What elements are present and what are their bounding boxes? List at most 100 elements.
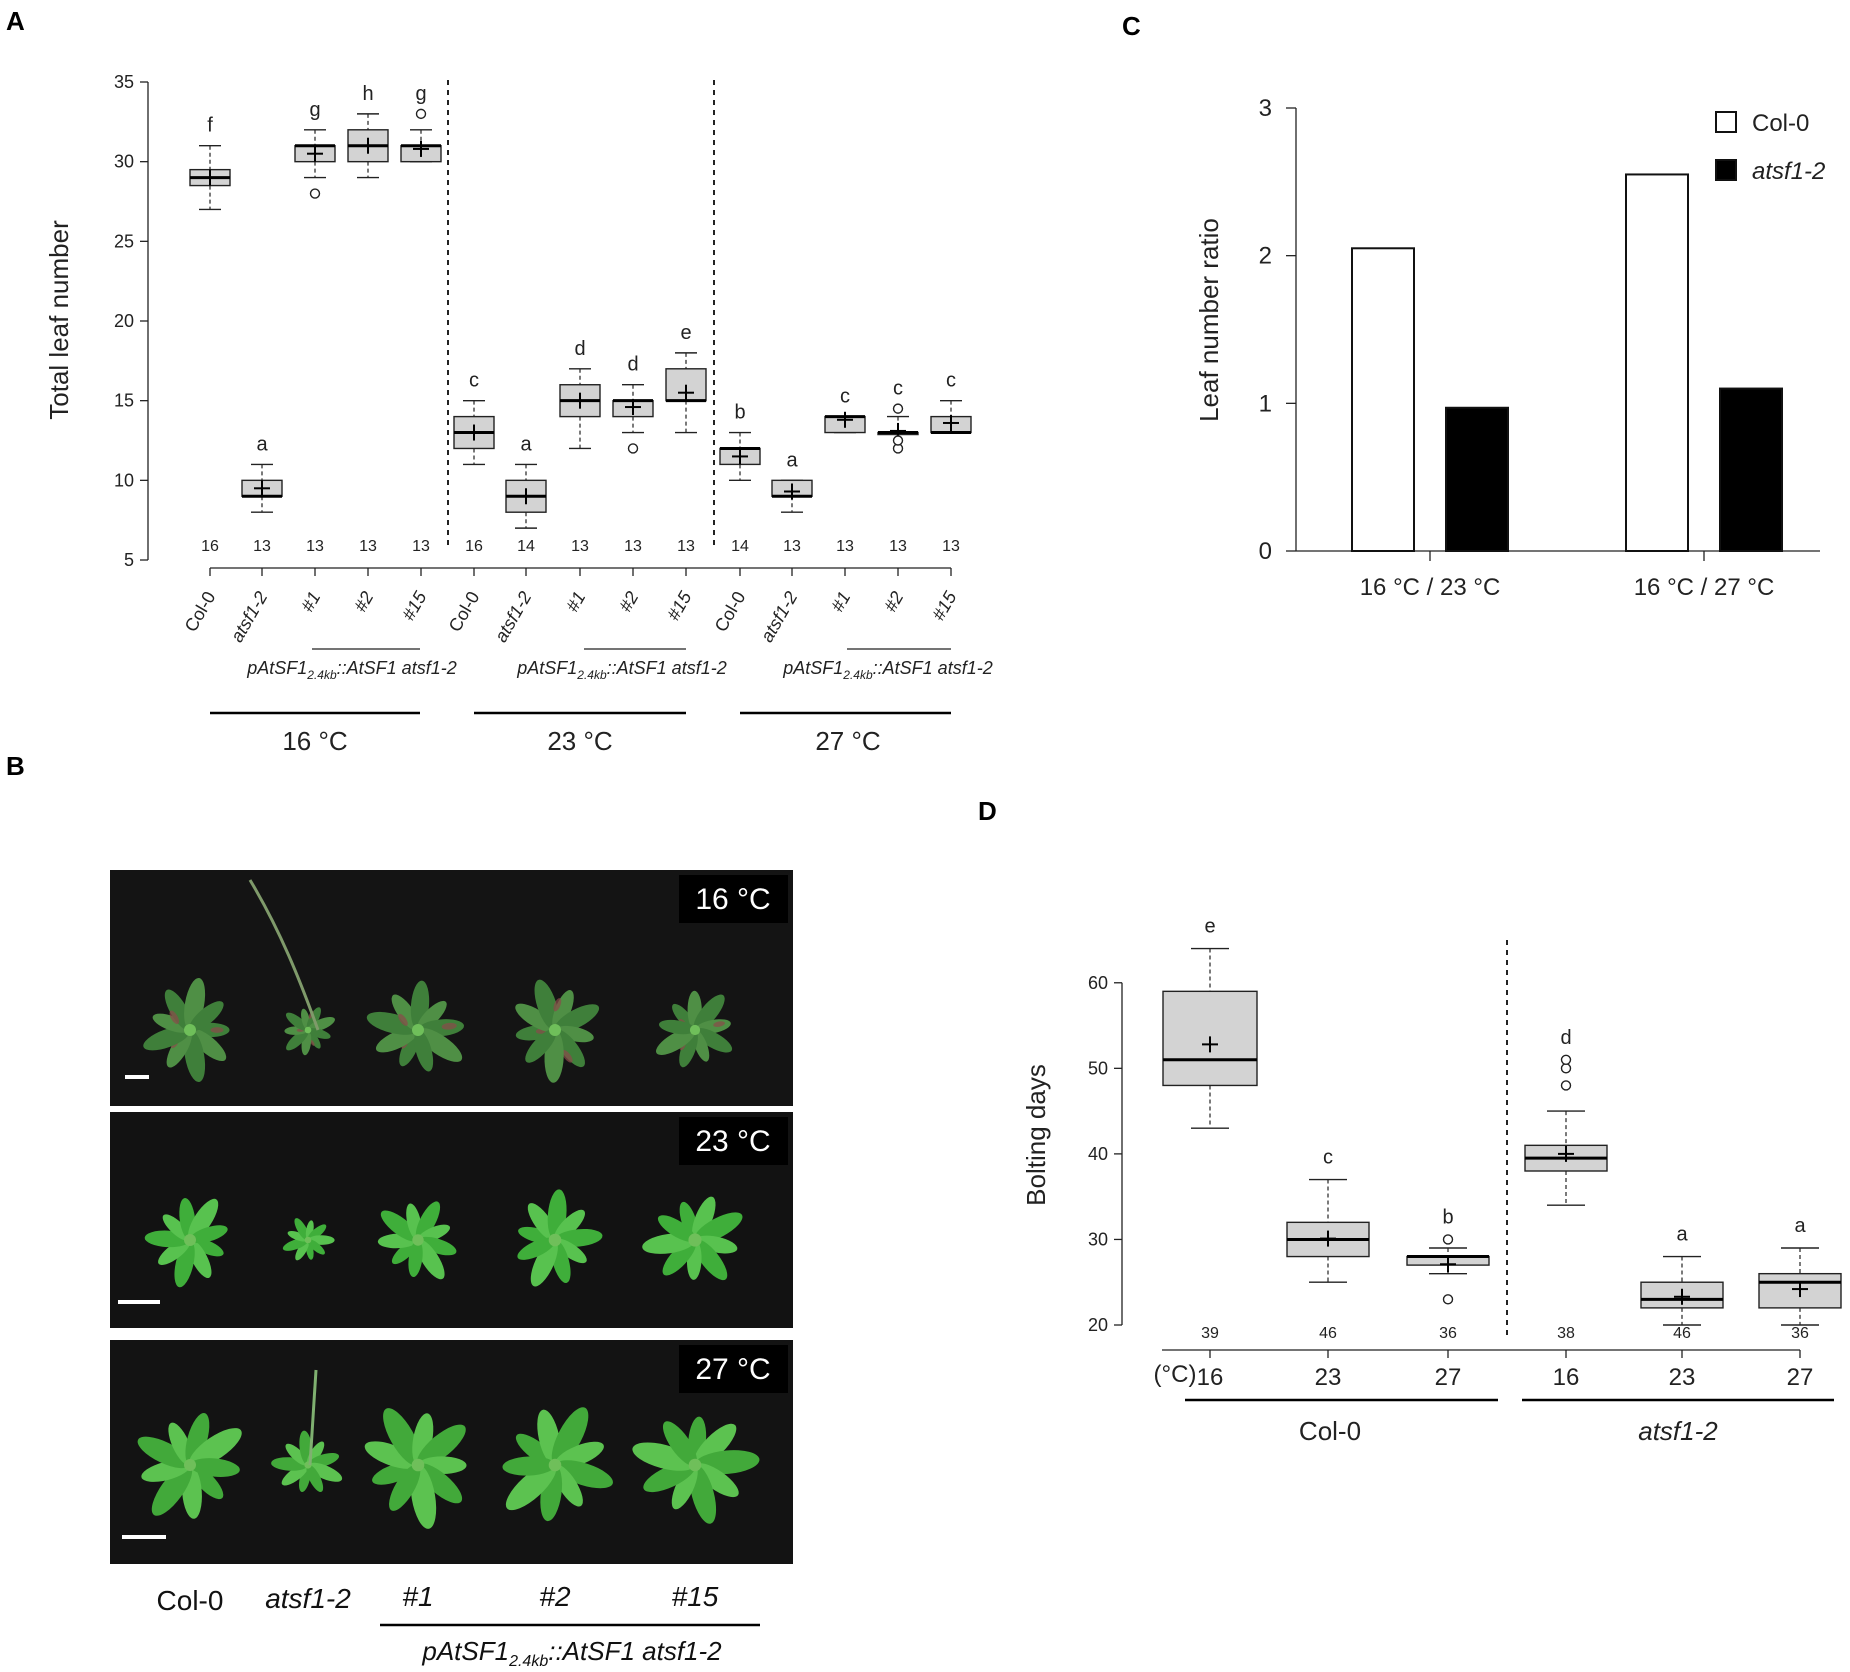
a-x-tick-label: #1: [562, 588, 589, 615]
d-n-label: 46: [1319, 1325, 1337, 1342]
photo-label-atsf1-2: atsf1-2: [265, 1583, 351, 1614]
panel-letter-c: C: [1122, 11, 1141, 41]
a-sig-letter: f: [207, 115, 213, 137]
a-n-label: 14: [517, 538, 535, 555]
plant-rosettes: [137, 879, 760, 1529]
rosette-leaf-tint: [441, 1022, 457, 1030]
a-x-tick-label: atsf1-2: [491, 588, 536, 646]
a-x-tick-label: #1: [297, 588, 324, 615]
rosette-leaf: [694, 1212, 743, 1243]
a-box-2-outlier-0: [309, 188, 321, 199]
rosette-leaf-tint: [553, 998, 562, 1012]
rosette-leaf: [416, 1239, 445, 1280]
rosette-leaf: [693, 994, 725, 1031]
rosette-leaf: [166, 1029, 192, 1068]
a-n-label: 13: [571, 538, 589, 555]
c-y-tick-label: 0: [1259, 538, 1272, 565]
a-sig-letter: e: [680, 322, 691, 344]
c-bar-atsf1-2-0: [1445, 406, 1509, 552]
a-y-axis-title: Total leaf number: [44, 220, 74, 420]
panel-letter-b: B: [6, 751, 25, 781]
d-group-label: atsf1-2: [1638, 1416, 1718, 1446]
d-n-label: 36: [1791, 1325, 1809, 1342]
a-x-tick-label: Col-0: [711, 588, 750, 635]
panel-letter-a: A: [6, 6, 25, 36]
rosette-leaf: [662, 1239, 697, 1276]
d-x-tick-label: 27: [1435, 1364, 1462, 1391]
d-x-tick-label: 23: [1669, 1364, 1696, 1391]
d-axis-unit: (°C): [1154, 1361, 1197, 1388]
a-box-13-outlier-2: [892, 403, 904, 414]
rosette-center: [411, 1458, 425, 1472]
a-x-tick-label: #15: [928, 587, 961, 624]
d-x-tick-label: 27: [1787, 1364, 1814, 1391]
a-sig-letter: c: [469, 370, 479, 392]
a-y-tick-label: 10: [114, 470, 134, 490]
a-y-tick-label: 15: [114, 391, 134, 411]
rosette-leaf: [417, 1236, 457, 1256]
rosette-leaf: [151, 1464, 193, 1516]
photo-temp-27c: 27 °C: [695, 1353, 770, 1386]
c-y-axis-title: Leaf number ratio: [1194, 218, 1224, 422]
badge-16c: [679, 875, 788, 923]
a-n-label: 13: [306, 538, 324, 555]
a-sig-letter: a: [520, 433, 532, 455]
rosette-leaf-tint: [210, 1027, 224, 1033]
d-n-label: 36: [1439, 1325, 1457, 1342]
rosette-leaf: [364, 1441, 419, 1469]
a-n-label: 14: [731, 538, 749, 555]
a-sig-letter: c: [893, 378, 903, 400]
rosette-leaf: [662, 1421, 697, 1466]
d-sig-letter: a: [1676, 1224, 1688, 1246]
a-temp-group-label: 23 °C: [547, 726, 612, 756]
rosette-leaf: [502, 1456, 556, 1476]
scale-bar-27c: [122, 1535, 166, 1539]
a-sig-letter: g: [309, 99, 320, 121]
d-box-2-outlier-0: [1442, 1294, 1454, 1305]
rosette-leaf: [554, 1460, 613, 1489]
rosette-leaf: [671, 1464, 698, 1510]
rosette-leaf: [366, 1011, 419, 1035]
rosette-leaf: [306, 1464, 324, 1493]
d-sig-letter: e: [1204, 916, 1215, 938]
c-legend-label: Col-0: [1752, 110, 1809, 137]
a-box-13-outlier-1: [892, 435, 904, 446]
rosette-leaf-tint: [713, 1021, 725, 1027]
rosette-leaf: [307, 1239, 325, 1255]
d-n-label: 46: [1673, 1325, 1691, 1342]
rosette-center: [184, 1459, 196, 1471]
a-y-tick-label: 25: [114, 231, 134, 251]
rosette-center: [548, 1233, 562, 1247]
rosette-leaf: [307, 1462, 343, 1482]
badge-23c: [679, 1117, 788, 1165]
a-n-label: 16: [201, 538, 219, 555]
a-transgene-label: pAtSF12.4kb::AtSF1 atsf1-2: [246, 658, 456, 682]
d-x-tick-label: 23: [1315, 1364, 1342, 1391]
rosette-leaf: [505, 1463, 557, 1511]
d-y-tick-label: 60: [1088, 973, 1108, 993]
rosette-leaf: [286, 1029, 309, 1051]
chart-a-leaf-number: 5 10 15 20 25 30 35 Total leaf number f 16 Col-0 a 1…: [44, 72, 993, 756]
rosette-center: [184, 1024, 196, 1036]
rosette-leaf-tint: [169, 1010, 180, 1025]
rosette-leaf: [307, 1028, 331, 1039]
rosette-leaf: [415, 1201, 441, 1241]
panel-letter-d: D: [978, 796, 997, 826]
photo-transgene-label: pAtSF12.4kb::AtSF1 atsf1-2: [421, 1636, 722, 1670]
a-sig-letter: a: [256, 433, 268, 455]
d-x-tick-label: 16: [1197, 1364, 1224, 1391]
a-x-tick-label: #1: [827, 588, 854, 615]
c-legend-swatch: [1715, 111, 1737, 133]
d-n-label: 38: [1557, 1325, 1575, 1342]
rosette-leaf: [189, 1458, 240, 1477]
scale-bar-23c: [118, 1300, 160, 1304]
rosette-leaf: [679, 1029, 698, 1068]
c-x-tick-label: 16 °C / 27 °C: [1634, 574, 1775, 601]
d-box-2-outlier-1: [1442, 1234, 1454, 1245]
rosette-center: [304, 1236, 312, 1244]
a-box-4-outlier-0: [415, 108, 427, 120]
photo-temp-23c: 23 °C: [695, 1125, 770, 1158]
d-sig-letter: a: [1794, 1215, 1806, 1237]
a-box-8-outlier-0: [627, 443, 639, 454]
